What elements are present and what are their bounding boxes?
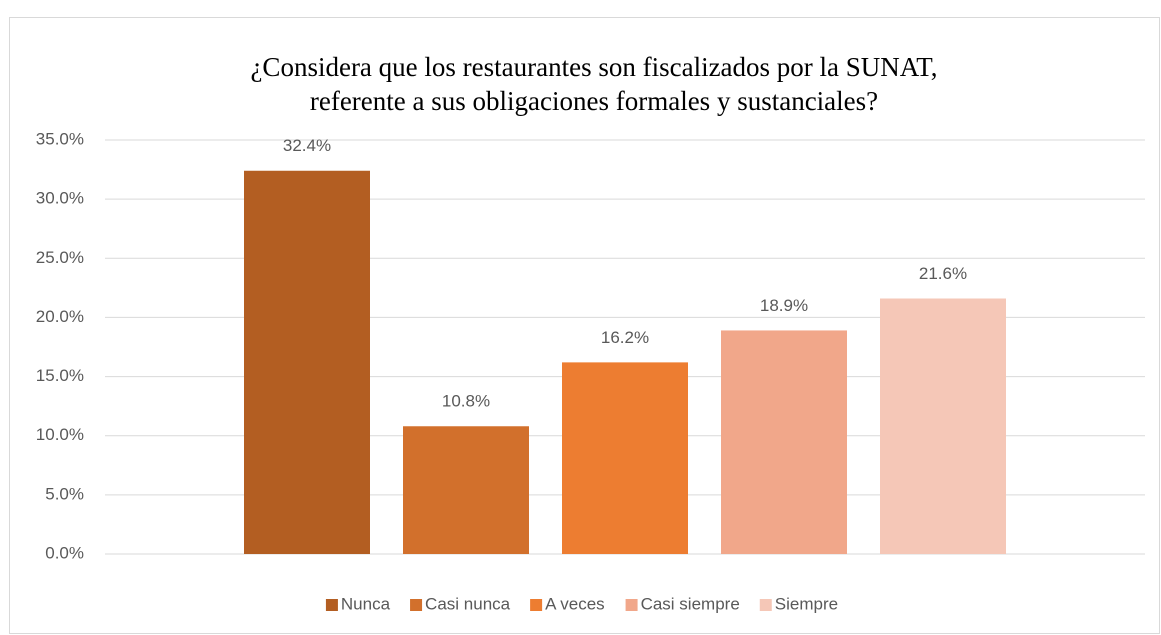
bar xyxy=(721,330,847,554)
value-label: 32.4% xyxy=(283,136,331,155)
chart-title: referente a sus obligaciones formales y … xyxy=(310,86,878,116)
legend-label: Siempre xyxy=(775,594,838,613)
y-tick-label: 10.0% xyxy=(36,425,84,444)
y-tick-label: 35.0% xyxy=(36,129,84,148)
bar xyxy=(880,298,1006,554)
legend-label: Nunca xyxy=(341,594,391,613)
legend-label: A veces xyxy=(545,594,605,613)
legend-swatch xyxy=(530,599,543,611)
value-label: 16.2% xyxy=(601,328,649,347)
bar xyxy=(244,170,370,555)
legend-swatch xyxy=(325,599,338,611)
y-tick-label: 5.0% xyxy=(45,484,84,503)
legend-swatch xyxy=(410,599,423,611)
legend-label: Casi siempre xyxy=(641,594,740,613)
y-tick-label: 20.0% xyxy=(36,307,84,326)
legend-swatch xyxy=(625,599,638,611)
value-label: 10.8% xyxy=(442,392,490,411)
chart-title: ¿Considera que los restaurantes son fisc… xyxy=(250,52,937,82)
y-tick-label: 15.0% xyxy=(36,366,84,385)
value-label: 18.9% xyxy=(760,296,808,315)
y-tick-label: 25.0% xyxy=(36,248,84,267)
bar xyxy=(562,362,688,554)
legend-label: Casi nunca xyxy=(425,594,511,613)
legend-swatch xyxy=(759,599,772,611)
value-label: 21.6% xyxy=(919,264,967,283)
y-tick-label: 30.0% xyxy=(36,189,84,208)
bar xyxy=(403,426,529,554)
y-tick-label: 0.0% xyxy=(45,543,84,562)
